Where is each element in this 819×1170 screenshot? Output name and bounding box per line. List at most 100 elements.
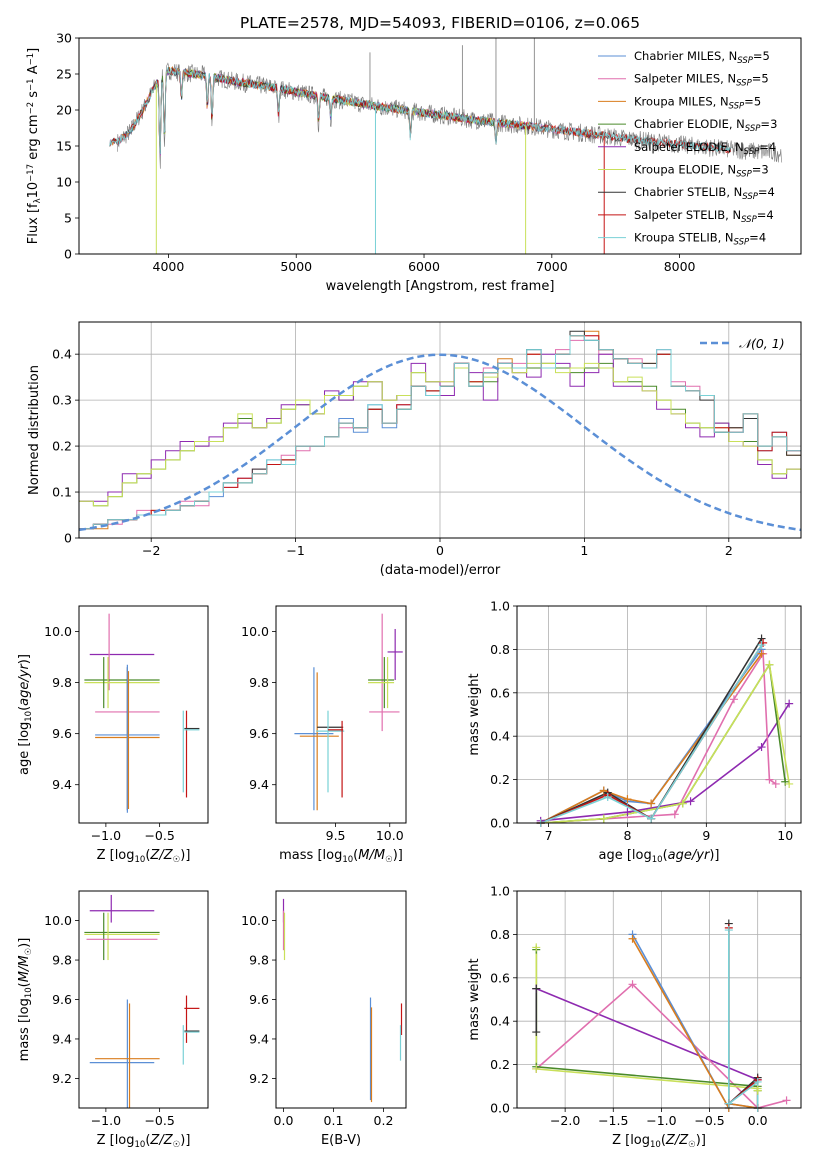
y-tick-label: 0.3 [52, 393, 72, 408]
plus-marker [603, 792, 612, 801]
plus-marker [785, 779, 794, 788]
y-tick-label: 9.6 [249, 726, 269, 741]
label-part: )] [393, 848, 403, 863]
y-tick-label: 9.6 [52, 992, 72, 1007]
label-part: 10 [342, 855, 353, 865]
legend-label: Kroupa ELODIE, NSSP=3 [634, 163, 769, 180]
weight-series [535, 987, 759, 1081]
axes-spectrum: 4000 5000 6000 7000 8000 0 5 10 15 20 25 30 waveleng… [26, 31, 802, 294]
label-part: Z [log [97, 848, 135, 863]
y-axis-label: Normed distribution [27, 365, 42, 495]
label-part: 10 [650, 1140, 661, 1150]
legend-label: Chabrier STELIB, NSSP=4 [634, 185, 775, 202]
x-tick-label: −1.5 [598, 1113, 628, 1128]
plus-marker [623, 808, 632, 817]
axes-residuals: −2 −1 0 1 2 0 0.1 0.2 0.3 0.4 (data-model)/error No… [27, 321, 802, 578]
x-tick-label: 7 [545, 828, 553, 843]
label-part: mass weight [467, 673, 482, 755]
y-tick-label: 9.2 [52, 1071, 72, 1086]
label-part: ] [26, 48, 41, 53]
label-part: = [749, 231, 759, 245]
x-tick-label: −1.0 [646, 1113, 676, 1128]
label-part: = [758, 185, 768, 199]
histogram-series [79, 353, 801, 502]
label-part: mass [log [17, 998, 32, 1061]
y-tick-label: 30 [56, 31, 72, 46]
plus-marker [532, 984, 541, 993]
plus-marker [670, 810, 679, 819]
normal-curve [79, 353, 801, 532]
model-spectrum [109, 66, 731, 155]
label-part: Flux [f [26, 203, 41, 244]
legend-nssp: 5 [761, 72, 768, 86]
histogram-series [79, 335, 801, 530]
y-tick-label: 9.8 [249, 675, 269, 690]
legend-nssp: 4 [768, 185, 775, 199]
label-part: 10 [26, 182, 41, 199]
label-part: ☉ [385, 855, 393, 865]
x-axis-label: Z [log10(Z/Z☉)] [97, 1133, 191, 1150]
label-part: 10 [24, 987, 34, 998]
plus-marker [753, 1077, 762, 1086]
label-part: E(B-V) [321, 1133, 361, 1148]
label-part: mass [log [279, 848, 342, 863]
plus-marker [647, 814, 656, 823]
y-axis-label: Flux [fλ10−17 erg cm−2 s−1 A−1] [26, 48, 43, 244]
x-tick-label: 0.0 [748, 1113, 768, 1128]
axes-frame [78, 605, 209, 824]
label-part: ( [145, 848, 150, 863]
y-tick-label: 15 [56, 139, 72, 154]
label-part: Z [log [97, 1133, 135, 1148]
histogram-series [79, 330, 801, 530]
model-spectrum [109, 66, 605, 153]
y-tick-label: 0.2 [490, 1057, 510, 1072]
x-tick-label: 1 [580, 543, 588, 558]
label-part: −1 [26, 78, 36, 91]
plus-marker [785, 699, 794, 708]
label-part: = [752, 163, 762, 177]
y-tick-label: 9.2 [249, 1071, 269, 1086]
x-tick-label: 0.1 [324, 1113, 344, 1128]
label-part: (data-model)/error [380, 563, 501, 578]
y-tick-label: 20 [56, 103, 72, 118]
label-part: ☉ [24, 948, 34, 956]
x-axis-label: (data-model)/error [380, 563, 501, 578]
y-tick-label: 0 [64, 247, 72, 262]
x-axis-label: wavelength [Angstrom, rest frame] [326, 279, 555, 294]
x-tick-label: 4000 [153, 259, 185, 274]
histogram-series [79, 335, 801, 530]
x-tick-label: −0.5 [144, 1113, 174, 1128]
label-part: Chabrier STELIB, N [634, 185, 742, 199]
label-part: = [744, 94, 754, 108]
label-part: 10 [135, 1140, 146, 1150]
legend-label: Salpeter MILES, NSSP=5 [634, 72, 769, 89]
label-part: SSP [734, 237, 750, 247]
y-tick-label: 0.8 [490, 642, 510, 657]
label-part: Chabrier MILES, N [634, 49, 737, 63]
y-tick-label: 10.0 [44, 913, 72, 928]
legend-nssp: 3 [770, 117, 777, 131]
plot-area [282, 898, 403, 1103]
weight-series [540, 638, 763, 823]
label-part: Kroupa STELIB, N [634, 231, 734, 245]
axes-frame [275, 605, 407, 824]
label-part: 10 [652, 855, 663, 865]
y-tick-label: 9.6 [249, 992, 269, 1007]
label-part: erg cm [26, 114, 41, 163]
label-part: ( [661, 1133, 666, 1148]
x-tick-label: −1 [286, 543, 304, 558]
plus-marker [532, 1028, 541, 1037]
weight-series [540, 642, 764, 823]
y-tick-label: 0.2 [490, 772, 510, 787]
x-tick-label: 8000 [664, 259, 696, 274]
legend-label: Kroupa STELIB, NSSP=4 [634, 231, 766, 248]
label-part: 10 [24, 711, 34, 722]
y-tick-label: 0.4 [52, 347, 72, 362]
x-tick-label: −1.0 [91, 1113, 121, 1128]
label-part: Z/Z [665, 1133, 689, 1148]
y-tick-label: 5 [64, 211, 72, 226]
histogram-series [79, 362, 801, 507]
plus-marker [623, 795, 632, 804]
plot-area [540, 638, 790, 823]
plus-marker [628, 934, 637, 943]
